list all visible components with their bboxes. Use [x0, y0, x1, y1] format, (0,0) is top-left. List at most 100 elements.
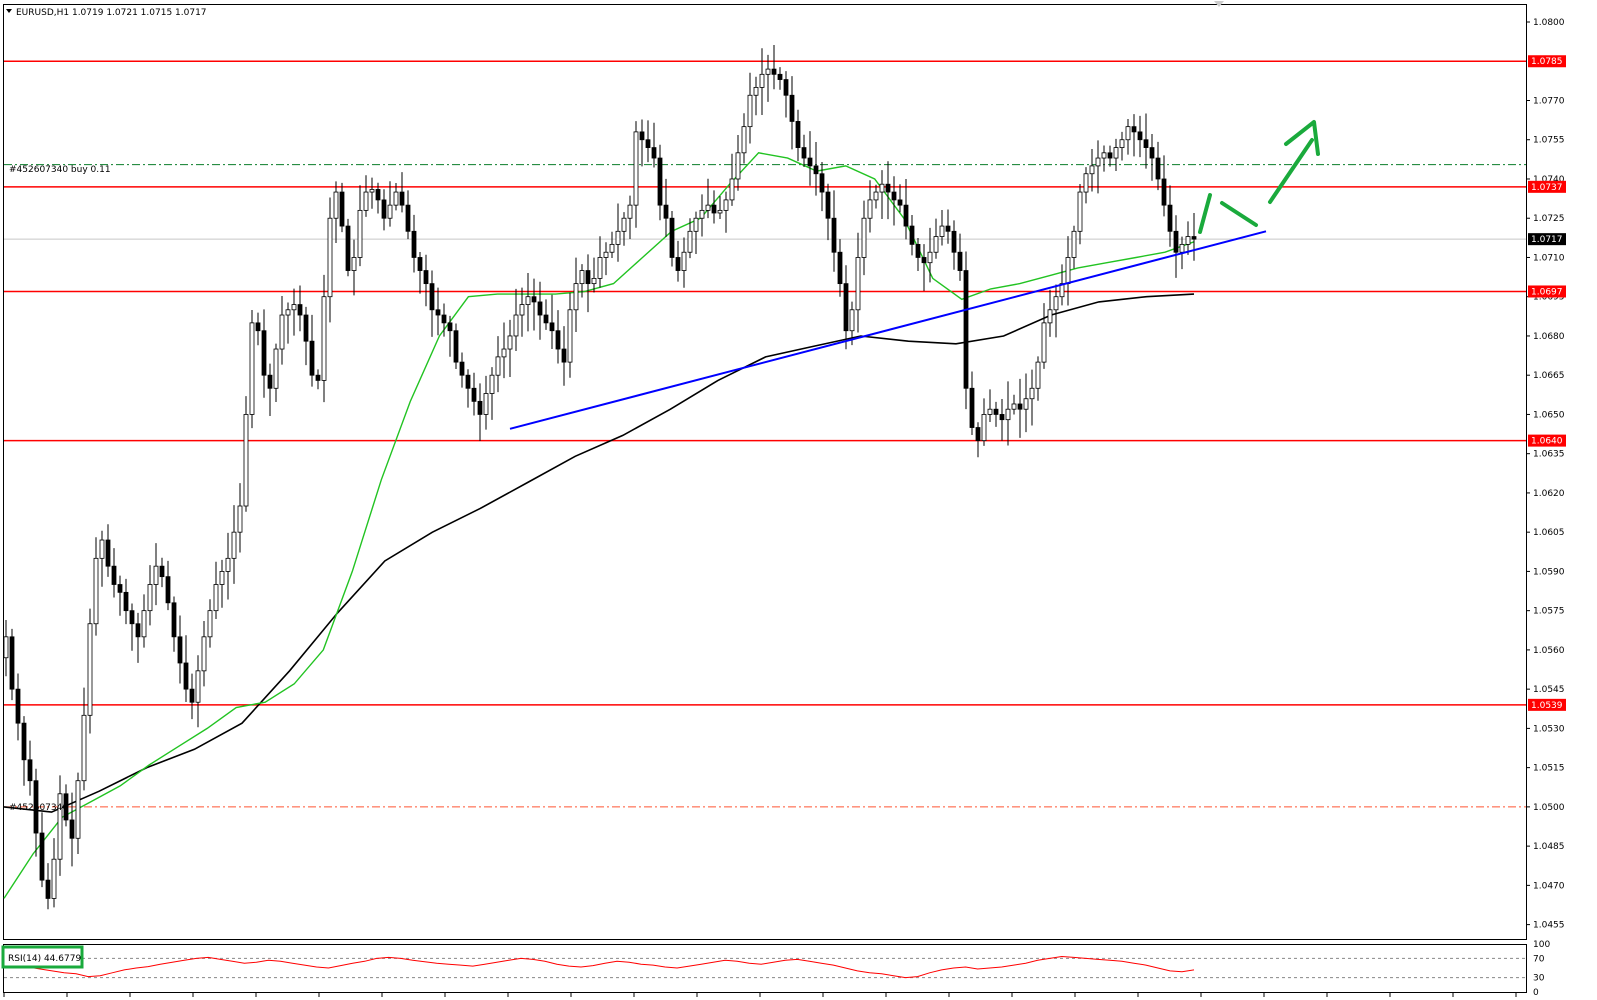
candle-body — [843, 283, 849, 332]
candle-body — [741, 126, 747, 154]
candle-body — [255, 322, 261, 332]
candle-body — [807, 157, 813, 167]
order-lines — [4, 164, 1526, 808]
price-marker-box-4 — [1528, 434, 1566, 447]
candle-body — [783, 79, 789, 96]
candle-body — [501, 348, 507, 358]
candle-body — [579, 270, 585, 285]
candle-body — [717, 209, 723, 214]
candle-body — [297, 304, 303, 316]
candle-body — [459, 361, 465, 376]
price-tick-label: 1.0650 — [1533, 410, 1565, 420]
candles — [3, 44, 1197, 910]
candle-body — [1071, 230, 1077, 258]
candle-body — [519, 304, 525, 316]
candle-body — [831, 217, 837, 253]
candle-body — [441, 314, 447, 324]
candle-body — [237, 505, 243, 533]
symbol-header: EURUSD,H1 1.0719 1.0721 1.0715 1.0717 — [16, 8, 207, 18]
candle-body — [1017, 403, 1023, 410]
candle-body — [663, 204, 669, 219]
candle-body — [1011, 403, 1017, 410]
candle-body — [861, 217, 867, 258]
candle-body — [1041, 322, 1047, 363]
candle-body — [639, 131, 645, 141]
candle-body — [1023, 398, 1029, 410]
price-axis[interactable]: 1.0800 1.0770 1.0755 1.0740 1.0725 1.0710 1.06… — [1526, 18, 1565, 931]
candle-body — [243, 414, 249, 507]
candle-body — [753, 87, 759, 96]
price-tick-label: 1.0680 — [1533, 332, 1565, 342]
slow-ma-line — [3, 293, 1195, 813]
candle-body — [21, 722, 27, 761]
candle-body — [369, 189, 375, 193]
price-tick-label: 1.0515 — [1533, 764, 1565, 774]
scroll-marker-icon[interactable] — [1214, 1, 1224, 7]
price-tick-label: 1.0755 — [1533, 136, 1565, 146]
candle-body — [1167, 204, 1173, 232]
candle-body — [999, 414, 1005, 421]
candle-body — [675, 257, 681, 271]
candle-body — [729, 178, 735, 201]
candle-body — [627, 204, 633, 219]
price-tick-label: 1.0635 — [1533, 450, 1565, 460]
candle-body — [123, 591, 129, 612]
ascending-trendline[interactable] — [509, 230, 1267, 430]
candle-body — [117, 584, 123, 593]
candle-body — [57, 793, 63, 860]
candle-body — [471, 387, 477, 402]
rsi-tick-label: 100 — [1533, 940, 1550, 950]
candle-body — [1131, 126, 1137, 133]
price-marker-label: 1.0640 — [1531, 437, 1563, 447]
candle-body — [207, 610, 213, 638]
candle-body — [669, 217, 675, 258]
candle-body — [1185, 236, 1191, 245]
candle-body — [27, 759, 33, 782]
candle-body — [231, 531, 237, 559]
candle-body — [417, 257, 423, 271]
candle-body — [387, 204, 393, 219]
candle-body — [141, 610, 147, 638]
candle-body — [879, 183, 885, 193]
rsi-indicator[interactable]: 100 70 30 0 — [3, 940, 1550, 998]
candle-body — [1125, 126, 1131, 141]
candle-body — [249, 322, 255, 415]
candle-body — [597, 257, 603, 279]
candle-body — [945, 225, 951, 232]
candle-body — [333, 191, 339, 219]
candle-body — [285, 309, 291, 316]
buy-order-label: #452607340 buy 0.11 — [9, 165, 111, 175]
candle-body — [975, 427, 981, 442]
candle-body — [957, 251, 963, 271]
candle-body — [435, 309, 441, 316]
candle-body — [963, 270, 969, 389]
time-axis-ticks — [3, 993, 1517, 997]
candle-body — [363, 191, 369, 211]
candle-body — [339, 191, 345, 227]
candle-body — [525, 296, 531, 305]
order-label: #452607340 — [9, 803, 68, 813]
candle-body — [915, 243, 921, 258]
candle-body — [1089, 165, 1095, 175]
candle-body — [393, 191, 399, 206]
candle-body — [321, 296, 327, 381]
candle-body — [1161, 178, 1167, 206]
rsi-tick-label: 0 — [1533, 988, 1539, 998]
price-tick-label: 1.0470 — [1533, 881, 1565, 891]
rsi-label-box[interactable] — [1, 945, 84, 969]
candle-body — [801, 147, 807, 159]
price-marker-label: 1.0539 — [1531, 701, 1563, 711]
candle-body — [537, 301, 543, 316]
candle-body — [267, 374, 273, 389]
price-tick-label: 1.0695 — [1533, 293, 1565, 303]
candle-body — [723, 199, 729, 211]
candle-body — [987, 408, 993, 415]
candle-body — [3, 636, 9, 659]
trendline-group[interactable] — [509, 230, 1267, 430]
candle-body — [903, 204, 909, 227]
candle-body — [327, 217, 333, 298]
candle-body — [609, 243, 615, 253]
rsi-tick-label: 70 — [1533, 954, 1545, 964]
symbol-dropdown-icon[interactable] — [6, 9, 12, 13]
